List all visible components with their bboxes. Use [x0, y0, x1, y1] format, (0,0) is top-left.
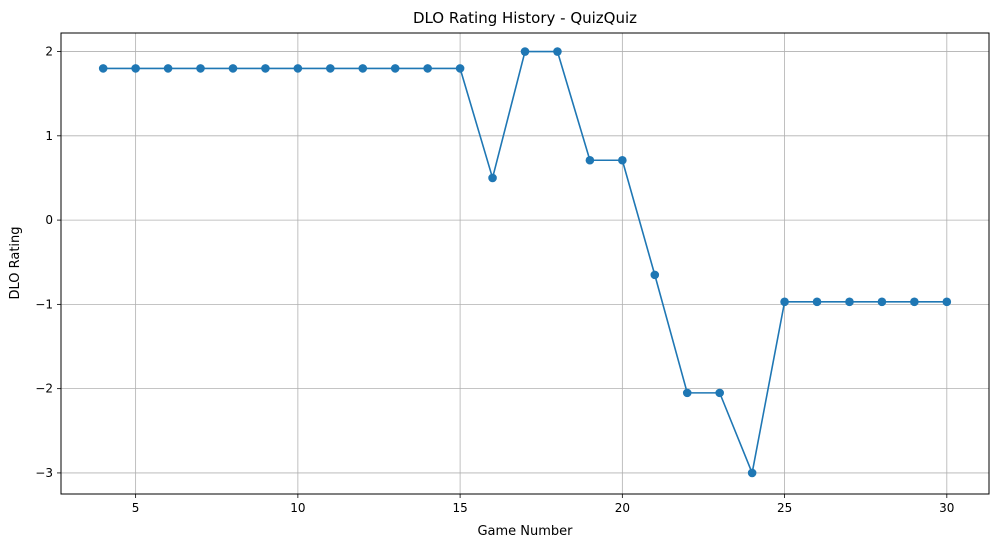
- data-point: [747, 468, 757, 478]
- data-point: [715, 388, 724, 398]
- data-point: [293, 64, 303, 73]
- series-layer: [98, 47, 952, 478]
- y-axis-ticks: −3 −2 −1 0 1 2: [35, 45, 61, 480]
- data-point: [358, 64, 368, 73]
- data-point: [877, 297, 887, 307]
- data-point: [812, 297, 822, 307]
- data-point: [650, 270, 660, 280]
- x-axis-label: Game Number: [477, 524, 573, 539]
- data-point: [196, 64, 205, 73]
- x-tick-label: 10: [290, 501, 305, 515]
- x-tick-label: 25: [777, 501, 792, 515]
- x-tick-label: 20: [615, 501, 630, 515]
- x-tick-label: 15: [452, 501, 467, 515]
- data-point: [423, 64, 432, 73]
- grid: [61, 33, 989, 494]
- y-tick-label: 1: [45, 129, 53, 143]
- data-point: [261, 64, 270, 73]
- y-tick-label: −3: [35, 466, 53, 480]
- y-tick-label: 2: [45, 45, 53, 59]
- data-point: [618, 155, 627, 165]
- x-tick-label: 30: [939, 501, 954, 515]
- data-point: [553, 47, 562, 56]
- x-axis-ticks: 5 10 15 20 25 30: [132, 494, 954, 515]
- data-point: [98, 64, 108, 73]
- chart-title: DLO Rating History - QuizQuiz: [413, 9, 637, 27]
- data-point: [488, 173, 497, 183]
- data-point: [455, 64, 465, 73]
- y-tick-label: 0: [45, 213, 53, 227]
- data-point: [520, 47, 530, 56]
- series-line-0: [103, 50, 947, 474]
- data-point: [682, 388, 692, 398]
- y-tick-label: −2: [35, 382, 53, 396]
- y-axis-label: DLO Rating: [8, 226, 23, 299]
- plot-frame: [60, 32, 990, 495]
- data-point: [326, 64, 335, 73]
- data-point: [163, 64, 173, 73]
- data-point: [390, 64, 400, 73]
- data-point: [910, 297, 919, 307]
- data-point: [780, 297, 789, 307]
- data-point: [942, 297, 952, 307]
- data-point: [585, 155, 595, 165]
- x-tick-label: 5: [132, 501, 140, 515]
- y-tick-label: −1: [35, 297, 53, 311]
- data-point: [131, 64, 140, 73]
- data-point: [228, 64, 238, 73]
- data-point: [845, 297, 854, 307]
